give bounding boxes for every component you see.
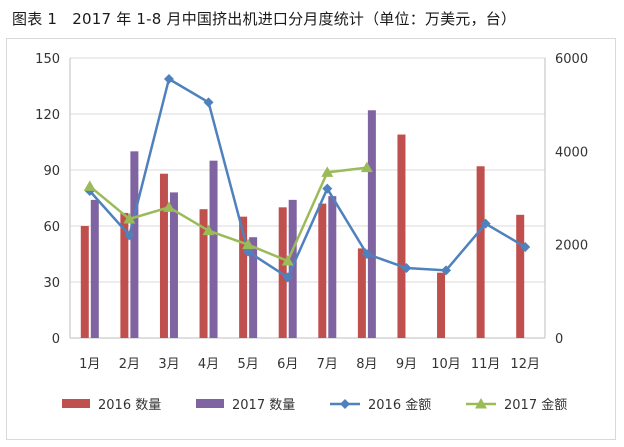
y-right-tick-label: 4000 <box>555 145 588 160</box>
x-tick-label: 9月 <box>396 357 417 372</box>
x-tick-label: 1月 <box>79 357 100 372</box>
bar <box>159 173 168 338</box>
y-left-tick-label: 90 <box>43 164 60 179</box>
bar <box>437 272 446 338</box>
x-tick-label: 11月 <box>471 357 501 372</box>
legend-item: 2017 金额 <box>466 397 567 413</box>
legend-label: 2017 金额 <box>504 397 567 413</box>
series-line <box>88 77 526 279</box>
x-tick-label: 8月 <box>356 357 377 372</box>
y-left-tick-label: 120 <box>35 108 60 123</box>
legend-label: 2017 数量 <box>232 398 295 413</box>
chart-title: 图表 1 2017 年 1-8 月中国挤出机进口分月度统计（单位：万美元，台） <box>12 10 517 28</box>
bar <box>318 203 327 338</box>
data-point-marker <box>441 265 452 276</box>
data-point-marker <box>203 97 214 108</box>
y-left-tick-label: 150 <box>35 52 60 67</box>
bar <box>169 192 178 338</box>
bar <box>239 216 248 338</box>
x-tick-label: 12月 <box>510 357 540 372</box>
data-point-marker <box>282 272 293 283</box>
y-left-tick-label: 30 <box>43 276 60 291</box>
y-right-tick-label: 2000 <box>555 239 588 254</box>
legend-swatch <box>62 399 90 408</box>
legend-label: 2016 金额 <box>368 397 431 413</box>
x-tick-label: 6月 <box>277 357 298 372</box>
data-point-marker <box>361 249 372 259</box>
bar <box>209 160 218 338</box>
data-point-marker <box>281 255 294 266</box>
data-point-marker <box>163 74 174 84</box>
data-point-marker <box>322 183 333 194</box>
bar <box>367 110 376 339</box>
x-tick-label: 3月 <box>158 357 179 372</box>
bar <box>130 151 139 338</box>
data-point-marker <box>321 166 334 177</box>
bar <box>397 134 406 338</box>
bar <box>357 248 366 338</box>
y-left-tick-label: 0 <box>52 332 60 347</box>
x-tick-label: 10月 <box>431 357 461 372</box>
legend-marker <box>475 398 487 409</box>
bar <box>199 209 208 338</box>
data-point-marker <box>401 263 412 273</box>
bar <box>249 237 258 338</box>
y-right-tick-label: 6000 <box>555 52 588 67</box>
bar <box>120 212 129 338</box>
data-point-marker <box>123 213 136 224</box>
data-point-marker <box>83 180 96 191</box>
legend-item: 2017 数量 <box>196 398 295 413</box>
legend-swatch <box>196 399 224 408</box>
bar <box>90 199 99 338</box>
bar <box>476 166 485 338</box>
bar <box>80 226 89 338</box>
legend-item: 2016 金额 <box>330 397 431 413</box>
data-point-marker <box>124 230 135 241</box>
chart-frame <box>6 38 616 440</box>
data-point-marker <box>480 218 491 229</box>
x-tick-label: 4月 <box>198 357 219 372</box>
bar <box>516 214 525 338</box>
x-tick-label: 2月 <box>119 357 140 372</box>
data-point-marker <box>202 224 215 236</box>
data-point-marker <box>242 238 255 250</box>
legend-label: 2016 数量 <box>98 398 161 413</box>
x-tick-label: 7月 <box>317 357 338 372</box>
y-right-tick-label: 0 <box>555 332 563 347</box>
data-point-marker <box>360 161 373 173</box>
legend-marker <box>340 399 350 409</box>
data-point-marker <box>520 242 531 252</box>
x-tick-label: 5月 <box>237 357 258 372</box>
bar <box>328 196 337 338</box>
data-point-marker <box>162 201 175 212</box>
series-line <box>88 166 368 263</box>
legend-item: 2016 数量 <box>62 398 161 413</box>
y-left-tick-label: 60 <box>43 220 60 235</box>
